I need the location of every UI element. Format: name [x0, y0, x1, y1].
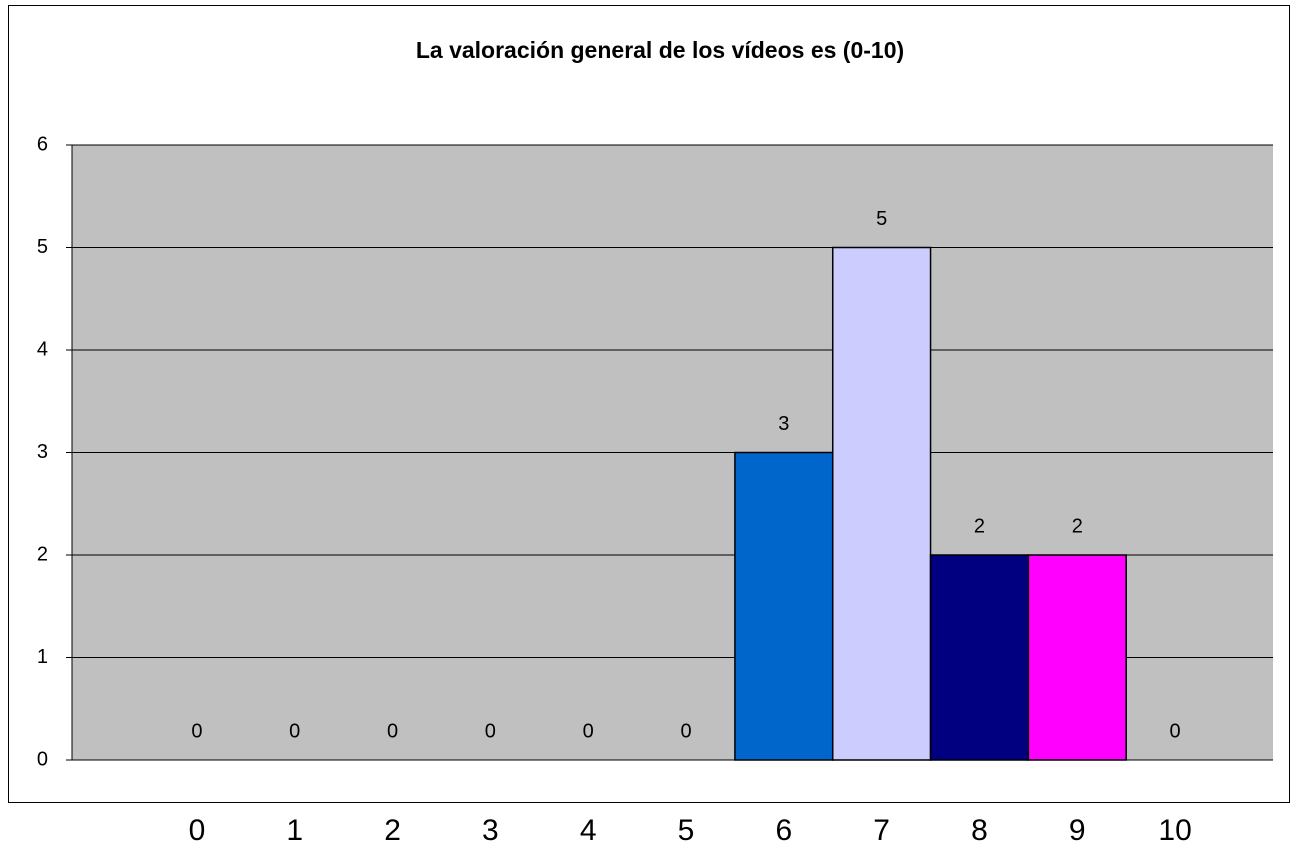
x-tick-label: 8: [971, 814, 988, 847]
y-tick-label: 0: [37, 748, 48, 770]
value-label: 2: [974, 515, 985, 537]
value-label: 0: [485, 720, 496, 742]
y-tick-label: 5: [37, 236, 48, 258]
y-tick-label: 3: [37, 441, 48, 463]
value-label: 0: [387, 720, 398, 742]
x-tick-label: 10: [1158, 814, 1191, 847]
x-tick-label: 6: [775, 814, 792, 847]
value-label: 3: [778, 413, 789, 435]
value-label: 0: [680, 720, 691, 742]
value-label: 0: [289, 720, 300, 742]
y-tick-label: 6: [37, 133, 48, 155]
x-tick-label: 1: [286, 814, 303, 847]
chart-title: La valoración general de los vídeos es (…: [416, 37, 904, 63]
bar: [734, 451, 834, 761]
value-label: 5: [876, 208, 887, 230]
bar: [1027, 554, 1127, 761]
y-tick-label: 4: [37, 338, 48, 360]
x-tick-label: 3: [482, 814, 499, 847]
x-tick-label: 7: [873, 814, 890, 847]
x-tick-label: 0: [189, 814, 206, 847]
x-tick-label: 9: [1069, 814, 1086, 847]
value-label: 0: [191, 720, 202, 742]
x-tick-label: 2: [384, 814, 401, 847]
value-label: 2: [1072, 515, 1083, 537]
value-label: 0: [583, 720, 594, 742]
x-tick-label: 5: [678, 814, 695, 847]
bar: [831, 246, 932, 761]
bar: [929, 554, 1030, 761]
y-tick-label: 2: [37, 543, 48, 565]
y-tick-label: 1: [37, 646, 48, 668]
x-tick-label: 4: [580, 814, 597, 847]
value-label: 0: [1170, 720, 1181, 742]
